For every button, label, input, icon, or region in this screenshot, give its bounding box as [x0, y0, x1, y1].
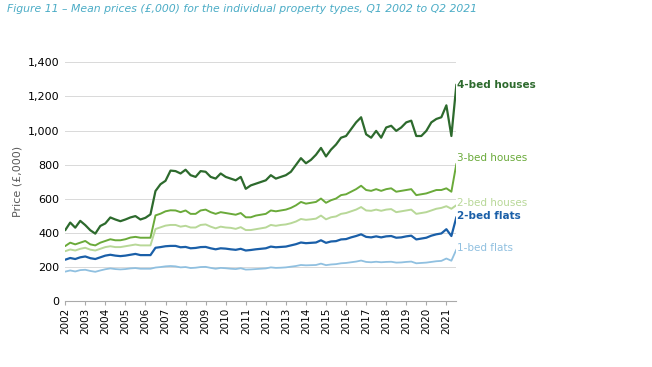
Text: Figure 11 – Mean prices (£,000) for the individual property types, Q1 2002 to Q2: Figure 11 – Mean prices (£,000) for the … — [7, 4, 477, 14]
Text: 1-bed flats: 1-bed flats — [458, 243, 513, 254]
Text: 3-bed houses: 3-bed houses — [458, 153, 527, 163]
Text: 2-bed flats: 2-bed flats — [458, 211, 521, 221]
Y-axis label: Price (£,000): Price (£,000) — [12, 146, 22, 217]
Text: 4-bed houses: 4-bed houses — [458, 80, 536, 90]
Text: 2-bed houses: 2-bed houses — [458, 199, 527, 208]
